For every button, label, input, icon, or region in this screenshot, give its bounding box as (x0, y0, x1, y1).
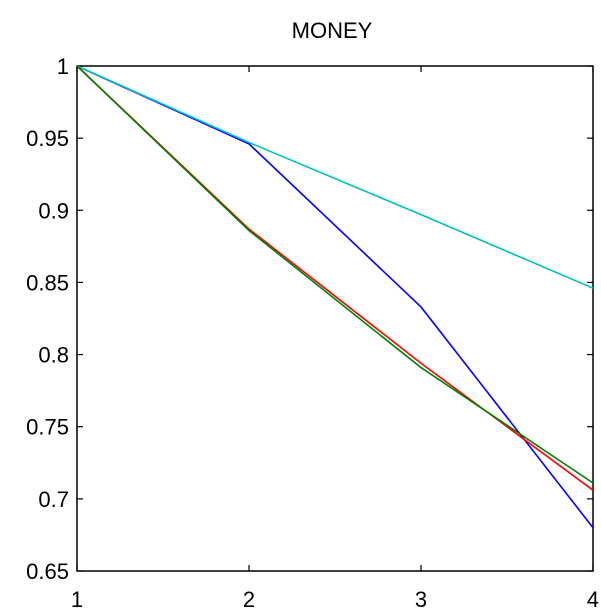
plot-area (77, 66, 593, 571)
x-tick-label: 3 (415, 587, 427, 612)
y-axis-tick-labels: 0.65 0.7 0.75 0.8 0.85 0.9 0.95 1 (26, 54, 69, 584)
y-tick-label: 0.85 (26, 270, 69, 295)
y-tick-label: 0.65 (26, 559, 69, 584)
y-tick-label: 1 (57, 54, 69, 79)
x-tick-label: 4 (587, 587, 599, 612)
x-axis-tick-labels: 1 2 3 4 (71, 587, 599, 612)
x-tick-label: 2 (243, 587, 255, 612)
chart-title: MONEY (292, 18, 373, 43)
y-tick-label: 0.9 (38, 198, 69, 223)
y-tick-label: 0.7 (38, 487, 69, 512)
x-tick-label: 1 (71, 587, 83, 612)
y-tick-label: 0.8 (38, 343, 69, 368)
y-tick-label: 0.95 (26, 126, 69, 151)
y-tick-label: 0.75 (26, 415, 69, 440)
